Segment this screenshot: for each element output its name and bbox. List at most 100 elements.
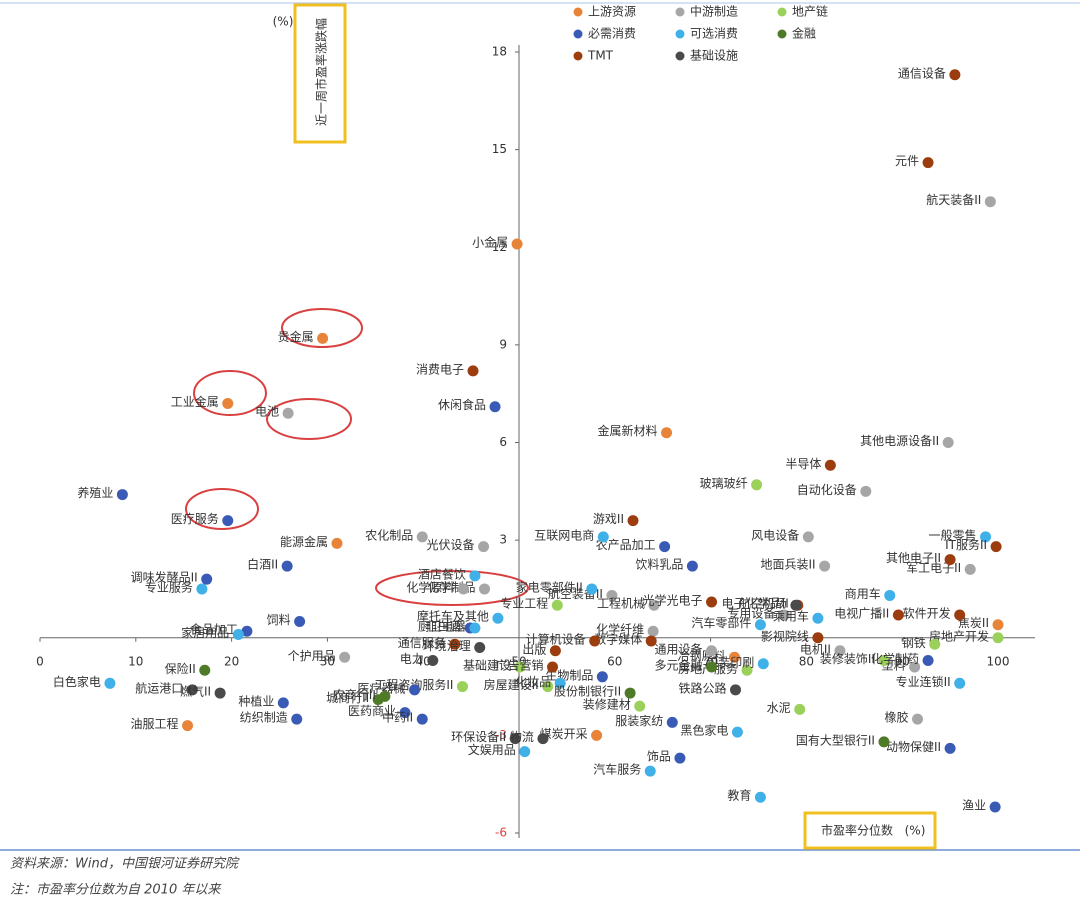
point-label: 汽车服务: [593, 762, 641, 777]
point-label: 乘用车: [773, 609, 809, 624]
point-label: 调味发酵品II: [131, 570, 198, 585]
point: [729, 651, 741, 663]
point-label: 农产品加工: [596, 538, 656, 552]
point: [954, 677, 966, 689]
legend-label: 地产链: [792, 4, 828, 19]
x-tick-label: 100: [987, 654, 1010, 668]
point-label: 电力: [400, 652, 424, 666]
point: [449, 638, 461, 650]
point: [644, 765, 656, 777]
point-label: 广告营销: [496, 659, 544, 673]
highlight-ellipse: [266, 398, 352, 440]
point-label: 小金属: [472, 234, 508, 249]
point-label: 汽车零部件: [691, 615, 751, 630]
point-label: 影视院线: [761, 628, 809, 643]
point: [794, 703, 806, 715]
legend-label: 上游资源: [588, 5, 636, 19]
point: [281, 560, 293, 572]
point: [802, 531, 814, 543]
legend-marker: [573, 51, 583, 61]
point: [949, 69, 961, 81]
point: [754, 619, 766, 631]
point-label: 个护用品: [288, 649, 336, 663]
point-label: 中药II: [382, 710, 413, 725]
y-axis-label: 近一周市盈率涨跌幅: [314, 18, 329, 126]
point: [596, 671, 608, 683]
point-label: IT服务II: [945, 537, 987, 552]
point: [878, 736, 890, 748]
point: [942, 437, 954, 448]
point: [624, 687, 636, 699]
y-tick-label: -6: [495, 826, 507, 840]
point: [591, 729, 603, 741]
legend-label: 基础设施: [690, 49, 738, 63]
point: [706, 645, 718, 657]
point: [878, 655, 890, 667]
point: [416, 713, 428, 725]
point-label: 国有大型银行II: [796, 733, 875, 747]
point: [634, 700, 646, 712]
legend-marker: [573, 29, 583, 39]
point: [551, 599, 563, 611]
point-label: 物流: [510, 730, 534, 744]
x-tick-label: 0: [36, 654, 44, 668]
point-label: 饰品: [647, 750, 671, 764]
point: [674, 752, 686, 764]
point: [469, 570, 481, 582]
point: [399, 707, 411, 719]
point: [666, 716, 678, 728]
point-label: 电视广播II: [834, 605, 889, 620]
point-label: 专业工程: [500, 596, 548, 611]
point-label: 医药商业: [348, 703, 396, 718]
point-label: 包装印刷: [706, 655, 754, 669]
point-label: 专业连锁II: [896, 674, 951, 689]
point: [186, 684, 198, 696]
point: [954, 609, 966, 621]
point: [241, 625, 253, 637]
point-label: 数字媒体: [594, 632, 642, 647]
point: [812, 612, 824, 624]
point: [282, 407, 294, 419]
point-label: 化妆品: [515, 675, 551, 689]
point-label: 橡胶: [885, 710, 909, 725]
point: [457, 583, 469, 595]
point-label: 种植业: [238, 693, 274, 708]
point-label: 自动化设备: [797, 483, 857, 497]
point-label: 工业金属: [171, 394, 219, 409]
point-label: 航运港口: [135, 680, 183, 695]
point-label: 厨卫电器: [418, 619, 466, 633]
point: [467, 365, 479, 377]
point: [589, 635, 601, 647]
point: [819, 560, 831, 572]
point: [196, 583, 208, 595]
point: [912, 713, 924, 725]
point: [104, 677, 116, 689]
point-label: 股份制银行II: [554, 685, 621, 699]
point-label: 计算机设备: [526, 632, 586, 647]
x-tick-label: 10: [128, 654, 143, 668]
x-tick-label: 20: [224, 654, 239, 668]
point: [317, 332, 329, 344]
point-label: 光伏设备: [427, 538, 475, 552]
point: [922, 157, 934, 169]
point: [331, 537, 343, 549]
point-label: 焦炭II: [958, 616, 989, 630]
point: [778, 609, 790, 621]
point-label: 油服工程: [131, 716, 179, 731]
point: [416, 531, 428, 543]
point-label: 基础建设: [463, 659, 511, 673]
point: [990, 541, 1002, 553]
legend-label: 可选消费: [690, 27, 738, 41]
point: [214, 687, 226, 699]
point: [992, 619, 1004, 631]
point: [627, 515, 639, 527]
point: [980, 531, 992, 543]
point: [929, 638, 941, 650]
point-label: 能源金属: [280, 534, 328, 549]
point-label: 城商行II: [326, 690, 369, 705]
x-tick-label: 60: [607, 654, 622, 668]
y-tick-label: 18: [492, 45, 507, 59]
point: [549, 645, 561, 657]
point: [812, 632, 824, 644]
